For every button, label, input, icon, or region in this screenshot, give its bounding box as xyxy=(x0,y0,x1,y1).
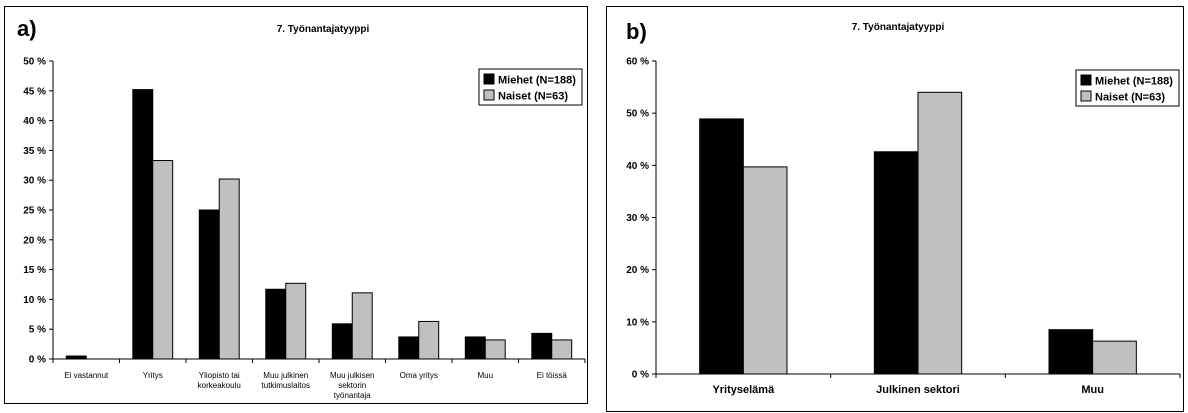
chart-b-legend-box xyxy=(1075,69,1180,107)
chart-a-svg: a) 7. Työnantajatyyppi 0 % 5 % 10 % 15 % 20 % 2… xyxy=(17,16,586,400)
chart-a-y-tick-label: 30 % xyxy=(23,176,46,187)
chart-a-category-label: Ei töissä xyxy=(537,371,568,380)
chart-b-legend-swatch xyxy=(1080,74,1092,86)
chart-b-svg: b) 7. Työnantajatyyppi 0 % 10 % 20 % 30 % 40 %… xyxy=(626,19,1181,396)
chart-a-bar-naiset xyxy=(551,339,573,360)
chart-b-y-tick-label: 30 % xyxy=(626,213,649,224)
chart-a-panel-label: a) xyxy=(17,16,37,41)
chart-b-y-tick-label: 20 % xyxy=(626,265,649,276)
chart-a-category-label: työnantaja xyxy=(334,391,371,400)
chart-a-category-label: sektorin xyxy=(338,381,366,390)
chart-a-y-tick-label: 0 % xyxy=(29,355,46,366)
chart-b-legend-label: Miehet (N=188) xyxy=(1095,76,1173,88)
chart-b-panel-label: b) xyxy=(626,19,647,44)
chart-a-category-label: korkeakoulu xyxy=(198,381,241,390)
chart-a-y-tick-label: 15 % xyxy=(23,265,46,276)
chart-a-category-label: Muu xyxy=(477,371,493,380)
chart-a-bar-miehet xyxy=(132,89,154,360)
chart-b-bar-miehet xyxy=(699,118,744,375)
chart-a-y-tick-label: 40 % xyxy=(23,116,46,127)
chart-a-legend-box xyxy=(478,68,583,106)
chart-b-y-tick-label: 40 % xyxy=(626,161,649,172)
chart-b-bar-miehet xyxy=(1048,329,1094,375)
chart-a-bar-miehet xyxy=(331,323,353,360)
chart-a-y-tick-label: 45 % xyxy=(23,86,46,97)
chart-a-bar-naiset xyxy=(484,339,506,360)
chart-a-legend-swatch xyxy=(483,73,495,85)
chart-a-bar-miehet xyxy=(531,332,553,360)
chart-a-y-tick-label: 35 % xyxy=(23,146,46,157)
chart-b-title: 7. Työnantajatyyppi xyxy=(852,22,945,33)
chart-a-y-tick-label: 5 % xyxy=(29,325,46,336)
chart-a-category-label: Yritys xyxy=(143,371,163,380)
chart-b-category-label: Yrityselämä xyxy=(712,384,775,396)
chart-a-bar-miehet xyxy=(65,355,87,360)
chart-b-y-tick-label: 0 % xyxy=(632,370,649,381)
chart-a-category-label: tutkimuslaitos xyxy=(262,381,310,390)
chart-a-legend-label: Miehet (N=188) xyxy=(498,75,576,87)
chart-a-category-label: Ei vastannut xyxy=(64,371,109,380)
chart-a-bar-naiset xyxy=(351,292,373,360)
chart-b-y-tick-label: 50 % xyxy=(626,109,649,120)
chart-b-y-tick-label: 10 % xyxy=(626,317,649,328)
chart-a-bar-miehet xyxy=(198,209,220,360)
chart-b-legend-swatch xyxy=(1080,90,1092,102)
chart-a-bar-miehet xyxy=(464,336,486,360)
chart-a-bar-naiset xyxy=(152,160,174,360)
chart-panel-b: b) 7. Työnantajatyyppi 0 % 10 % 20 % 30 % 40 %… xyxy=(606,6,1184,412)
chart-a-legend-label: Naiset (N=63) xyxy=(498,91,568,103)
chart-a-y-tick-label: 20 % xyxy=(23,235,46,246)
chart-a-category-label: Oma yritys xyxy=(400,371,438,380)
chart-panel-a: a) 7. Työnantajatyyppi 0 % 5 % 10 % 15 % 20 % 2… xyxy=(4,6,588,404)
chart-a-bar-naiset xyxy=(418,320,440,360)
chart-b-bar-naiset xyxy=(742,166,788,375)
chart-a-bar-miehet xyxy=(398,336,420,360)
chart-a-category-label: Yliopisto tai xyxy=(199,371,240,380)
chart-b-bar-naiset xyxy=(917,91,963,375)
chart-b-category-label: Julkinen sektori xyxy=(876,384,960,396)
chart-a-bar-miehet xyxy=(265,288,287,360)
chart-a-bar-naiset xyxy=(285,282,307,360)
chart-a-bar-naiset xyxy=(218,178,240,360)
chart-b-legend-label: Naiset (N=63) xyxy=(1095,92,1165,104)
chart-b-bar-naiset xyxy=(1092,340,1137,375)
chart-a-category-label: Muu julkisen xyxy=(330,371,374,380)
chart-b-y-tick-label: 60 % xyxy=(626,57,649,68)
chart-a-legend-swatch xyxy=(483,89,495,101)
chart-b-bar-miehet xyxy=(873,151,919,375)
chart-a-title: 7. Työnantajatyyppi xyxy=(277,24,370,35)
chart-a-y-tick-label: 25 % xyxy=(23,206,46,217)
chart-a-category-label: Muu julkinen xyxy=(263,371,308,380)
chart-b-category-label: Muu xyxy=(1081,384,1104,396)
chart-a-y-tick-label: 10 % xyxy=(23,295,46,306)
chart-a-y-tick-label: 50 % xyxy=(23,57,46,68)
